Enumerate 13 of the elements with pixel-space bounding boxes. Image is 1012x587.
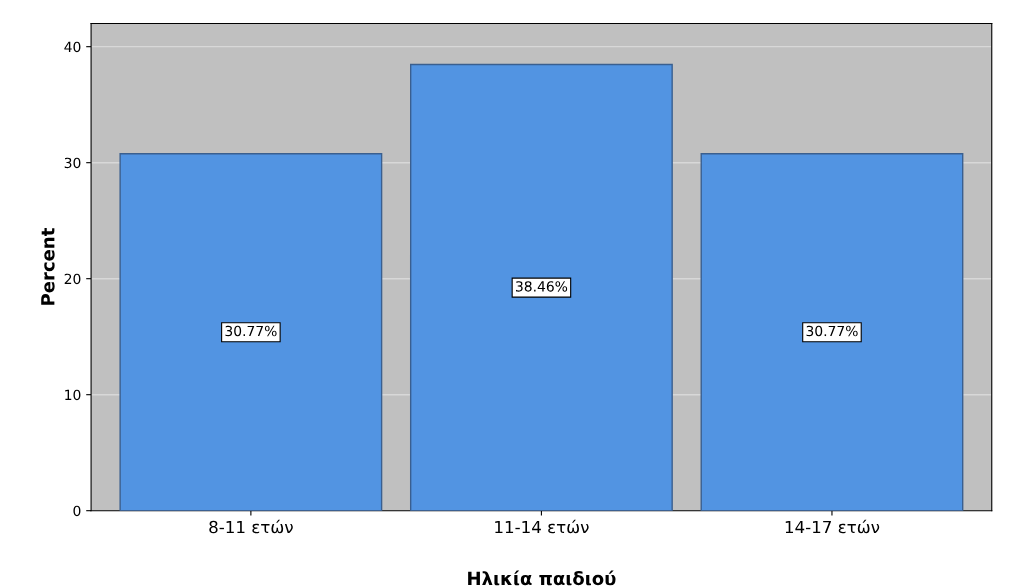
x-tick-label: 14-17 ετών: [785, 519, 880, 534]
data-label: 30.77%: [806, 325, 858, 337]
data-label: 30.77%: [225, 325, 277, 337]
y-tick-label: 10: [65, 389, 81, 401]
y-axis-title: Percent: [41, 228, 55, 305]
x-axis-title: Ηλικία παιδιού: [468, 570, 616, 586]
x-tick-label: 8-11 ετών: [209, 519, 293, 534]
y-tick-label: 40: [64, 41, 81, 53]
y-tick-label: 0: [73, 505, 81, 517]
x-tick-label: 11-14 ετών: [495, 519, 589, 534]
y-tick-label: 30: [64, 157, 81, 169]
y-tick-label: 20: [64, 273, 81, 285]
data-label: 38.46%: [516, 281, 568, 292]
